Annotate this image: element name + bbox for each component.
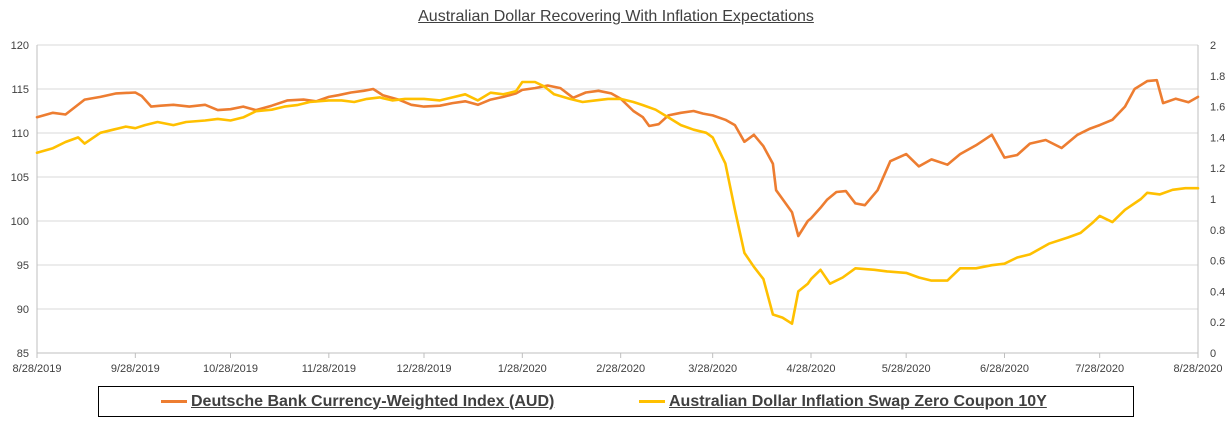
y-left-tick-label: 115 xyxy=(11,84,29,96)
legend-item-aud-index: Deutsche Bank Currency-Weighted Index (A… xyxy=(161,387,554,416)
y-left-tick-label: 90 xyxy=(17,304,29,316)
y-right-tick-label: 1 xyxy=(1210,194,1216,206)
legend: Deutsche Bank Currency-Weighted Index (A… xyxy=(98,386,1134,417)
x-tick-label: 4/28/2020 xyxy=(787,363,836,375)
chart-title: Australian Dollar Recovering With Inflat… xyxy=(418,8,814,25)
y-right-tick-label: 2 xyxy=(1210,40,1216,52)
y-left-tick-label: 110 xyxy=(11,128,29,140)
y-right-tick-label: 0 xyxy=(1210,348,1216,360)
series-line-inflation-swap xyxy=(35,80,1200,326)
tick-labels: 85 90 95 100 105 110 115 120 0 0.2 0.4 0.6 0.8 1 1.2 1.… xyxy=(11,40,1226,375)
series-lines xyxy=(35,78,1200,326)
y-left-tick-label: 85 xyxy=(17,348,29,360)
y-right-tick-label: 1.6 xyxy=(1210,102,1225,114)
y-right-tick-label: 0.8 xyxy=(1210,225,1225,237)
x-tick-label: 5/28/2020 xyxy=(882,363,931,375)
x-tick-label: 10/28/2019 xyxy=(203,363,258,375)
x-tick-label: 6/28/2020 xyxy=(980,363,1029,375)
y-right-tick-label: 0.2 xyxy=(1210,317,1225,329)
y-left-tick-label: 100 xyxy=(11,216,29,228)
series-line-aud-index xyxy=(35,78,1200,238)
axes xyxy=(36,45,1199,358)
x-tick-label: 12/28/2019 xyxy=(396,363,451,375)
y-right-tick-label: 1.4 xyxy=(1210,132,1225,144)
x-tick-label: 11/28/2019 xyxy=(302,363,356,375)
y-right-tick-label: 1.2 xyxy=(1210,163,1225,175)
x-tick-label: 8/28/2019 xyxy=(13,363,62,375)
legend-swatch-inflation-swap xyxy=(639,400,665,403)
y-right-tick-label: 0.6 xyxy=(1210,256,1225,268)
legend-item-inflation-swap: Australian Dollar Inflation Swap Zero Co… xyxy=(639,387,1047,416)
x-tick-label: 7/28/2020 xyxy=(1075,363,1124,375)
y-right-tick-label: 1.8 xyxy=(1210,71,1225,83)
line-chart: 85 90 95 100 105 110 115 120 0 0.2 0.4 0.6 0.8 1 1.2 1.… xyxy=(11,40,1226,375)
legend-swatch-aud-index xyxy=(161,400,187,403)
y-left-tick-label: 120 xyxy=(11,40,29,52)
x-tick-label: 3/28/2020 xyxy=(688,363,737,375)
y-left-tick-label: 105 xyxy=(11,172,29,184)
x-tick-label: 2/28/2020 xyxy=(596,363,645,375)
x-tick-label: 8/28/2020 xyxy=(1174,363,1223,375)
legend-label-inflation-swap: Australian Dollar Inflation Swap Zero Co… xyxy=(669,392,1047,410)
x-tick-label: 1/28/2020 xyxy=(498,363,547,375)
gridlines xyxy=(37,44,1198,310)
x-tick-label: 9/28/2019 xyxy=(111,363,160,375)
legend-label-aud-index: Deutsche Bank Currency-Weighted Index (A… xyxy=(191,392,555,410)
y-left-tick-label: 95 xyxy=(17,260,29,272)
y-right-tick-label: 0.4 xyxy=(1210,286,1225,298)
